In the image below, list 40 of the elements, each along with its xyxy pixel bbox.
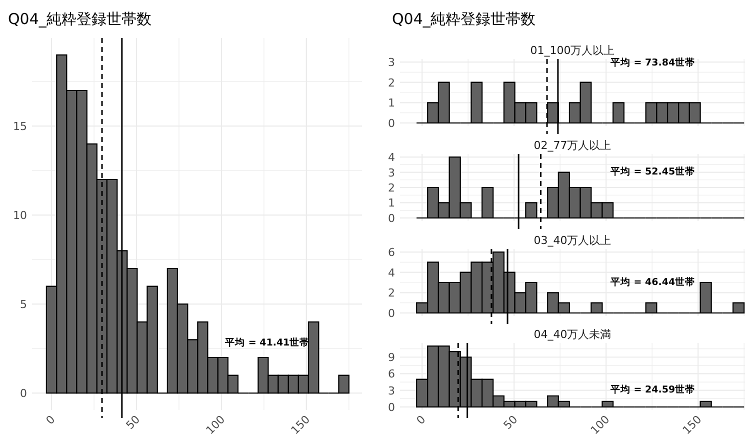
y-tick-label: 2 <box>388 286 395 300</box>
y-tick-label: 4 <box>388 151 395 164</box>
annotation: 平均 = 46.44世帯 <box>609 276 696 288</box>
annotation: 平均 = 73.84世帯 <box>609 56 696 69</box>
x-tick-label: 150 <box>680 412 704 436</box>
annotation: 平均 = 41.41世帯 <box>224 336 310 349</box>
y-tick-label: 9 <box>388 351 395 364</box>
y-tick-label: 10 <box>13 209 27 222</box>
y-tick-label: 1 <box>388 196 395 210</box>
x-tick-label: 50 <box>501 412 520 432</box>
y-tick-label: 0 <box>388 306 395 320</box>
x-tick-label: 50 <box>124 412 143 432</box>
y-tick-label: 0 <box>388 116 395 130</box>
y-tick-label: 0 <box>20 387 27 400</box>
y-tick-label: 4 <box>388 266 395 280</box>
chart-subtitle: 04_40万人未満 <box>534 328 612 341</box>
annotation: 平均 = 24.59世帯 <box>609 383 696 396</box>
chart-subtitle: 03_40万人以上 <box>534 234 612 247</box>
x-tick-label: 100 <box>204 412 228 436</box>
y-tick-label: 3 <box>388 384 395 398</box>
chart-title: Q04_純粋登録世帯数 <box>8 10 152 28</box>
y-tick-label: 6 <box>388 246 395 260</box>
y-tick-label: 5 <box>20 298 27 312</box>
chart-subtitle: 02_77万人以上 <box>534 139 612 152</box>
x-tick-label: 100 <box>588 412 612 436</box>
x-tick-label: 0 <box>414 412 428 428</box>
y-tick-label: 2 <box>388 182 395 194</box>
x-tick-label: 150 <box>288 412 313 436</box>
y-tick-label: 3 <box>388 56 395 70</box>
y-tick-label: 15 <box>13 120 27 134</box>
y-tick-label: 1 <box>388 96 395 110</box>
y-tick-label: 6 <box>388 368 395 381</box>
y-tick-label: 3 <box>388 166 395 180</box>
y-tick-label: 2 <box>388 76 395 90</box>
chart-title: Q04_純粋登録世帯数 <box>392 10 536 28</box>
y-tick-label: 0 <box>388 400 395 414</box>
x-tick-label: 0 <box>44 412 58 428</box>
annotation: 平均 = 52.45世帯 <box>609 166 696 178</box>
y-tick-label: 0 <box>388 212 395 225</box>
chart-subtitle: 01_100万人以上 <box>530 44 615 57</box>
